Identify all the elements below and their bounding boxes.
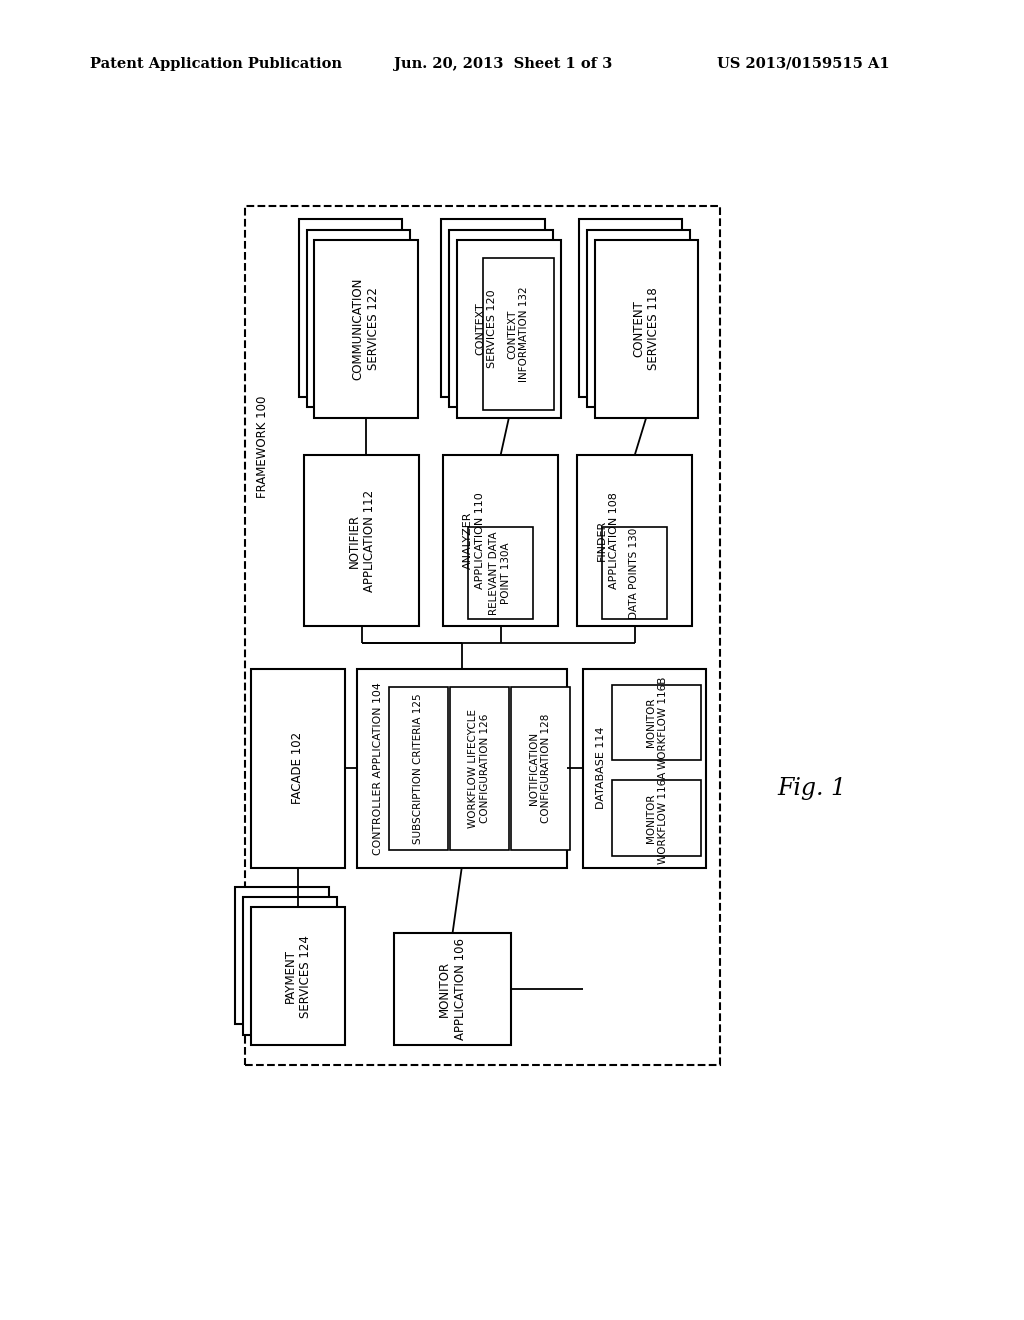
Bar: [612, 780, 700, 855]
Text: MONITOR
APPLICATION 106: MONITOR APPLICATION 106: [438, 937, 467, 1040]
Text: PAYMENT
SERVICES 124: PAYMENT SERVICES 124: [284, 935, 312, 1018]
Text: MONITOR
WORKFLOW 116B: MONITOR WORKFLOW 116B: [645, 676, 668, 768]
Text: FINDER
APPLICATION 108: FINDER APPLICATION 108: [597, 492, 620, 589]
Bar: [306, 230, 410, 408]
Bar: [443, 455, 558, 626]
Text: CONTENT
SERVICES 118: CONTENT SERVICES 118: [632, 288, 660, 370]
Text: RELEVANT DATA
POINT 130A: RELEVANT DATA POINT 130A: [489, 531, 511, 615]
Bar: [394, 933, 511, 1044]
Bar: [468, 528, 532, 619]
Text: ANALYZER
APPLICATION 110: ANALYZER APPLICATION 110: [463, 492, 485, 589]
Bar: [314, 240, 418, 417]
Text: CONTEXT
INFORMATION 132: CONTEXT INFORMATION 132: [508, 286, 529, 381]
Text: CONTROLLER APPLICATION 104: CONTROLLER APPLICATION 104: [373, 682, 383, 854]
Text: NOTIFIER
APPLICATION 112: NOTIFIER APPLICATION 112: [347, 490, 376, 591]
Bar: [482, 257, 554, 411]
Bar: [602, 528, 667, 619]
Text: SUBSCRIPTION CRITERIA 125: SUBSCRIPTION CRITERIA 125: [413, 693, 423, 843]
Bar: [579, 219, 682, 397]
Bar: [458, 240, 560, 417]
Bar: [236, 887, 329, 1024]
Bar: [612, 685, 700, 760]
Text: US 2013/0159515 A1: US 2013/0159515 A1: [717, 57, 890, 71]
Bar: [583, 669, 706, 867]
Text: MONITOR
WORKFLOW 116A: MONITOR WORKFLOW 116A: [645, 772, 668, 865]
Text: DATABASE 114: DATABASE 114: [596, 727, 606, 809]
Bar: [595, 240, 697, 417]
Bar: [450, 230, 553, 408]
Text: NOTIFICATION
CONFIGURATION 128: NOTIFICATION CONFIGURATION 128: [529, 714, 551, 822]
Text: WORKFLOW LIFECYCLE
CONFIGURATION 126: WORKFLOW LIFECYCLE CONFIGURATION 126: [468, 709, 490, 828]
Bar: [246, 206, 720, 1065]
Bar: [299, 219, 401, 397]
Bar: [251, 907, 345, 1044]
Text: FACADE 102: FACADE 102: [292, 733, 304, 804]
Bar: [587, 230, 690, 408]
Bar: [356, 669, 567, 867]
Text: COMMUNICATION
SERVICES 122: COMMUNICATION SERVICES 122: [352, 277, 380, 380]
Bar: [441, 219, 545, 397]
Text: Jun. 20, 2013  Sheet 1 of 3: Jun. 20, 2013 Sheet 1 of 3: [394, 57, 612, 71]
Bar: [243, 898, 337, 1035]
Text: DATA POINTS 130: DATA POINTS 130: [630, 528, 639, 619]
Text: FRAMEWORK 100: FRAMEWORK 100: [256, 396, 269, 498]
Text: Fig. 1: Fig. 1: [777, 777, 847, 800]
Bar: [450, 686, 509, 850]
Bar: [511, 686, 569, 850]
Text: CONTEXT
SERVICES 120: CONTEXT SERVICES 120: [475, 289, 498, 368]
Bar: [578, 455, 692, 626]
Text: Patent Application Publication: Patent Application Publication: [90, 57, 342, 71]
Bar: [251, 669, 345, 867]
Bar: [304, 455, 419, 626]
Bar: [389, 686, 447, 850]
